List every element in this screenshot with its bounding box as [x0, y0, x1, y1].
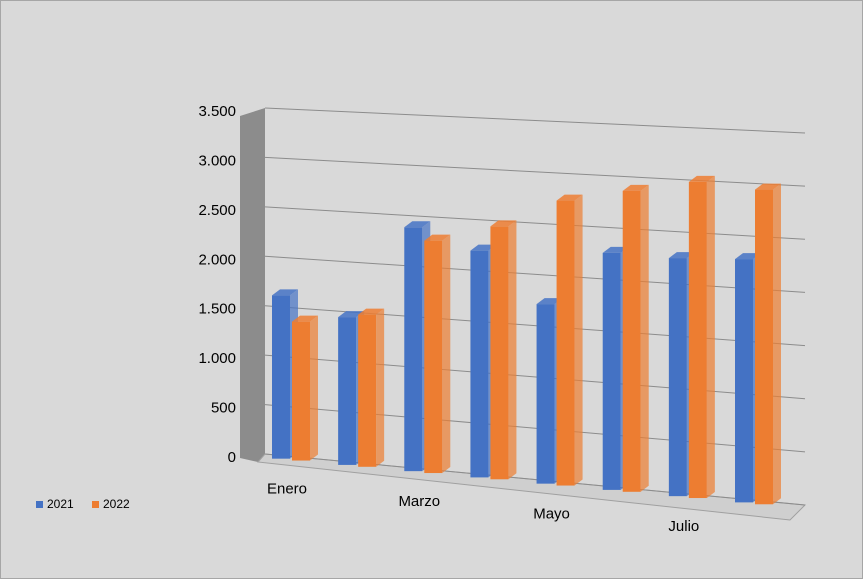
bar	[536, 304, 555, 484]
bar-top	[755, 183, 781, 190]
bar	[755, 189, 773, 505]
bar-side	[773, 183, 781, 505]
x-tick-label: Julio	[668, 518, 699, 535]
bar-top	[668, 252, 695, 259]
y-tick-label: 0	[228, 449, 236, 466]
legend-label: 2021	[47, 497, 74, 511]
bar-top	[470, 244, 497, 251]
bar	[735, 259, 753, 503]
bar	[470, 250, 489, 478]
bar-side	[640, 184, 649, 492]
bar	[272, 295, 290, 459]
x-tick-label: Mayo	[533, 506, 570, 523]
bar-top	[490, 220, 517, 227]
grid-line	[264, 107, 806, 134]
y-tick-label: 2.000	[198, 251, 236, 268]
bar	[424, 240, 443, 474]
bar	[602, 252, 621, 490]
bar	[490, 226, 509, 480]
y-tick-label: 2.500	[198, 202, 236, 219]
bar-top	[602, 246, 629, 253]
bar-top	[735, 253, 761, 260]
x-tick-label: Marzo	[398, 493, 440, 510]
bar-side	[706, 175, 715, 499]
bar-top	[536, 298, 563, 305]
grid-line	[264, 255, 806, 293]
legend-swatch	[36, 501, 43, 508]
bar	[404, 227, 423, 472]
bar-top	[424, 234, 451, 241]
grid-line	[264, 156, 806, 187]
bar	[668, 258, 687, 497]
bar-side	[574, 194, 583, 486]
bar-top	[272, 289, 298, 296]
bar-top	[556, 194, 583, 201]
x-tick-label: Enero	[267, 481, 307, 498]
bar-top	[688, 175, 715, 182]
bar-side	[442, 234, 451, 474]
bar	[292, 321, 310, 461]
bar	[556, 200, 575, 486]
y-tick-label: 3.500	[198, 103, 236, 120]
bar	[358, 314, 377, 467]
bar-top	[292, 315, 318, 322]
legend-swatch	[92, 501, 99, 508]
bar-top	[338, 311, 365, 318]
bar-top	[358, 308, 385, 315]
y-tick-label: 500	[211, 400, 236, 417]
legend-label: 2022	[103, 497, 130, 511]
bar	[622, 190, 641, 492]
y-tick-label: 1.500	[198, 301, 236, 318]
grid-line	[264, 206, 806, 240]
y-tick-label: 1.000	[198, 350, 236, 367]
y-tick-label: 3.000	[198, 152, 236, 169]
bar-side	[310, 315, 318, 461]
bar-side	[376, 308, 385, 467]
bar-side	[508, 220, 517, 480]
bar	[688, 181, 707, 499]
side-wall	[240, 108, 265, 462]
bar-top	[622, 184, 649, 191]
bar-top	[404, 221, 431, 228]
bar	[338, 317, 357, 465]
